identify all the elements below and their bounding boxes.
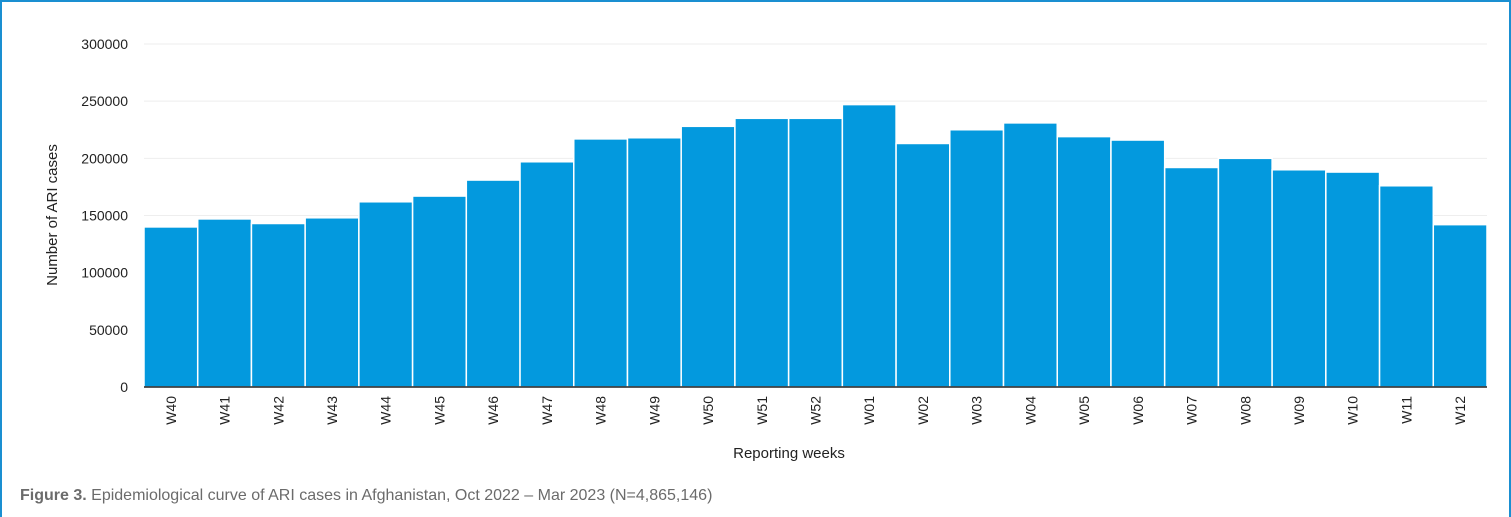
x-tick-label: W52 xyxy=(808,396,824,425)
bar xyxy=(358,201,414,388)
bar xyxy=(304,217,360,388)
x-tick-label: W08 xyxy=(1237,396,1253,425)
y-axis-title: Number of ARI cases xyxy=(44,144,61,286)
x-tick-labels: W40 W41 W42 W43 W44 W45 W46 W47 W48 W49 W50 W51 W52 W… xyxy=(163,396,1468,425)
x-tick-label: W50 xyxy=(700,396,716,425)
bar xyxy=(841,103,897,388)
y-tick-label: 150000 xyxy=(81,208,128,224)
x-tick-label: W43 xyxy=(324,396,340,425)
x-tick-label: W46 xyxy=(485,396,501,425)
x-tick-label: W10 xyxy=(1345,396,1361,425)
x-tick-label: W49 xyxy=(646,396,662,425)
figure-caption: Figure 3. Epidemiological curve of ARI c… xyxy=(20,487,712,505)
y-tick-label: 100000 xyxy=(81,265,128,281)
bar-chart: 0 50000 100000 150000 200000 250000 300000 W40… xyxy=(44,36,1488,462)
y-tick-label: 50000 xyxy=(89,322,128,338)
x-tick-label: W41 xyxy=(217,396,233,425)
bar xyxy=(680,125,736,388)
bar xyxy=(143,226,199,388)
bar xyxy=(626,137,682,388)
x-tick-label: W09 xyxy=(1291,396,1307,425)
figure-caption-text: Epidemiological curve of ARI cases in Af… xyxy=(91,487,713,504)
x-tick-label: W11 xyxy=(1398,396,1414,424)
x-tick-label: W05 xyxy=(1076,396,1092,425)
bar xyxy=(949,129,1005,388)
x-tick-label: W06 xyxy=(1130,396,1146,425)
bar xyxy=(250,222,306,388)
x-tick-label: W44 xyxy=(378,396,394,425)
x-tick-label: W40 xyxy=(163,396,179,425)
x-tick-label: W47 xyxy=(539,396,555,425)
bars xyxy=(143,103,1488,388)
bar xyxy=(411,195,468,388)
x-tick-label: W12 xyxy=(1452,396,1468,425)
bar xyxy=(196,218,253,388)
bar xyxy=(895,142,951,388)
bar xyxy=(787,117,844,388)
x-tick-label: W01 xyxy=(861,396,877,425)
x-tick-label: W02 xyxy=(915,396,931,425)
x-tick-label: W48 xyxy=(593,396,609,425)
y-tick-label: 250000 xyxy=(81,93,128,109)
bar xyxy=(1271,169,1327,388)
y-tick-labels: 0 50000 100000 150000 200000 250000 300000 xyxy=(81,36,128,395)
y-tick-label: 200000 xyxy=(81,150,128,166)
bar xyxy=(573,138,629,388)
bar xyxy=(1056,135,1112,388)
figure-label: Figure 3. xyxy=(20,487,87,504)
bar xyxy=(1110,139,1166,388)
bar xyxy=(734,117,790,388)
y-tick-label: 0 xyxy=(120,379,128,395)
bar xyxy=(1432,223,1488,388)
bar xyxy=(1163,166,1220,388)
bar xyxy=(1002,122,1058,388)
bar xyxy=(465,179,521,388)
x-tick-label: W04 xyxy=(1022,396,1038,425)
bar xyxy=(1378,185,1435,388)
x-tick-label: W51 xyxy=(754,396,770,425)
x-tick-label: W45 xyxy=(431,396,447,425)
bar xyxy=(519,161,575,388)
x-tick-label: W03 xyxy=(969,396,985,425)
y-tick-label: 300000 xyxy=(81,36,128,52)
x-tick-label: W42 xyxy=(270,396,286,425)
bar xyxy=(1325,171,1381,388)
x-axis-title: Reporting weeks xyxy=(733,445,845,462)
bar xyxy=(1217,157,1273,388)
x-tick-label: W07 xyxy=(1184,396,1200,425)
